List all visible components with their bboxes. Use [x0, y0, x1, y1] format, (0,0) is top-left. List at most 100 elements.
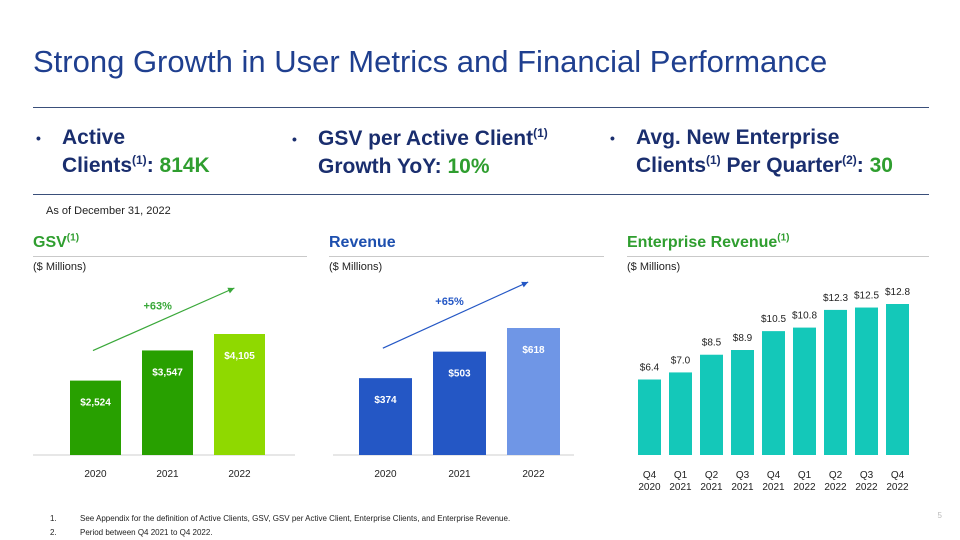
footnote-number: 2.	[50, 528, 57, 537]
enterprise-value-label: $8.9	[733, 333, 753, 344]
bullet-icon: •	[610, 130, 615, 146]
enterprise-bar	[731, 350, 754, 455]
gsv-growth-arrow	[92, 287, 235, 352]
enterprise-tick-label: Q4	[891, 470, 905, 481]
revenue-tick-label: 2022	[522, 469, 545, 480]
gsv-value-label: $3,547	[152, 367, 183, 378]
enterprise-chart-title: Enterprise Revenue(1)	[627, 232, 790, 252]
enterprise-value-label: $12.8	[885, 287, 910, 298]
enterprise-tick-label: Q3	[736, 470, 750, 481]
revenue-chart-title: Revenue	[329, 234, 396, 252]
kpi-label: Avg. New Enterprise	[636, 126, 840, 149]
chart-header-rule	[627, 256, 929, 257]
enterprise-bar	[762, 331, 785, 455]
revenue-bar	[359, 378, 412, 455]
enterprise-value-label: $7.0	[671, 355, 691, 366]
title-divider	[33, 107, 929, 108]
chart-header-rule	[33, 256, 307, 257]
enterprise-tick-label: 2021	[731, 482, 754, 493]
gsv-chart-title: GSV(1)	[33, 232, 80, 252]
gsv-tick-label: 2021	[156, 469, 179, 480]
revenue-tick-label: 2020	[374, 469, 397, 480]
enterprise-bar	[793, 327, 816, 455]
kpi-active-clients: • Active Clients(1): 814K	[36, 124, 282, 180]
enterprise-value-label: $10.8	[792, 311, 817, 322]
footnote-ref: (1)	[132, 153, 147, 167]
gsv-title-text: GSV	[33, 234, 67, 251]
enterprise-bar	[886, 304, 909, 455]
enterprise-tick-label: 2020	[638, 482, 661, 493]
gsv-value-label: $2,524	[80, 398, 111, 409]
footnote-ref: (1)	[777, 232, 790, 244]
enterprise-tick-label: 2022	[793, 482, 816, 493]
bullet-icon: •	[292, 131, 297, 147]
enterprise-tick-label: 2021	[762, 482, 785, 493]
kpi-value: 10%	[447, 155, 490, 178]
revenue-bar	[507, 328, 560, 455]
enterprise-tick-label: 2022	[824, 482, 847, 493]
footnote-number: 1.	[50, 514, 57, 523]
gsv-bar	[70, 380, 121, 455]
gsv-bar	[142, 350, 193, 455]
kpi-gsv-per-client: • GSV per Active Client(1) Growth YoY: 1…	[292, 125, 608, 181]
enterprise-bar	[855, 307, 878, 455]
gsv-tick-label: 2020	[84, 469, 107, 480]
footnote-ref: (1)	[706, 153, 721, 167]
kpi-label: Growth YoY	[318, 155, 435, 178]
enterprise-tick-label: Q4	[767, 470, 781, 481]
enterprise-value-label: $12.5	[854, 291, 879, 302]
footnote-ref: (2)	[842, 153, 857, 167]
revenue-growth-arrow	[382, 281, 529, 349]
enterprise-tick-label: Q1	[674, 470, 688, 481]
kpi-new-enterprise-clients: • Avg. New Enterprise Clients(1) Per Qua…	[610, 124, 946, 180]
kpi-value: 814K	[159, 154, 210, 177]
footnote-2: 2. Period between Q4 2021 to Q4 2022.	[50, 528, 213, 537]
chart-header-rule	[329, 256, 604, 257]
kpi-label: Clients	[62, 154, 133, 177]
revenue-units: ($ Millions)	[329, 261, 383, 273]
kpi-label: Per Quarter	[720, 154, 843, 177]
enterprise-value-label: $6.4	[640, 363, 660, 374]
as-of-date: As of December 31, 2022	[46, 205, 171, 217]
enterprise-tick-label: Q4	[643, 470, 657, 481]
bullet-icon: •	[36, 130, 41, 146]
enterprise-bar	[700, 354, 723, 455]
gsv-value-label: $4,105	[224, 351, 255, 362]
footnote-text: Period between Q4 2021 to Q4 2022.	[80, 528, 213, 537]
footnote-1: 1. See Appendix for the definition of Act…	[50, 514, 510, 523]
gsv-tick-label: 2022	[228, 469, 251, 480]
footnote-ref: (1)	[533, 126, 548, 140]
enterprise-bar	[669, 372, 692, 455]
revenue-value-label: $374	[374, 395, 397, 406]
gsv-bar	[214, 334, 265, 455]
enterprise-value-label: $8.5	[702, 338, 722, 349]
kpi-sep: :	[146, 154, 160, 177]
page-title: Strong Growth in User Metrics and Financ…	[33, 44, 828, 79]
kpi-divider	[33, 194, 929, 195]
revenue-title-text: Revenue	[329, 234, 396, 251]
enterprise-value-label: $12.3	[823, 293, 848, 304]
gsv-growth-annotation: +63%	[143, 300, 172, 312]
enterprise-value-label: $10.5	[761, 314, 786, 325]
enterprise-bar	[638, 379, 661, 455]
enterprise-tick-label: Q3	[860, 470, 874, 481]
footnote-ref: (1)	[66, 232, 80, 244]
enterprise-tick-label: Q2	[829, 470, 843, 481]
kpi-sep: :	[434, 155, 448, 178]
enterprise-tick-label: 2022	[886, 482, 909, 493]
enterprise-tick-label: Q1	[798, 470, 812, 481]
enterprise-bar	[824, 309, 847, 455]
revenue-arrowhead-icon	[521, 281, 529, 288]
kpi-label: Active	[62, 126, 126, 149]
enterprise-units: ($ Millions)	[627, 261, 681, 273]
revenue-tick-label: 2021	[448, 469, 471, 480]
gsv-arrowhead-icon	[227, 287, 235, 294]
revenue-bar	[433, 351, 486, 455]
enterprise-tick-label: Q2	[705, 470, 719, 481]
enterprise-tick-label: 2022	[855, 482, 878, 493]
revenue-value-label: $618	[522, 345, 545, 356]
enterprise-tick-label: 2021	[669, 482, 692, 493]
kpi-label: GSV per Active Client	[318, 127, 534, 150]
page-number: 5	[937, 511, 942, 520]
